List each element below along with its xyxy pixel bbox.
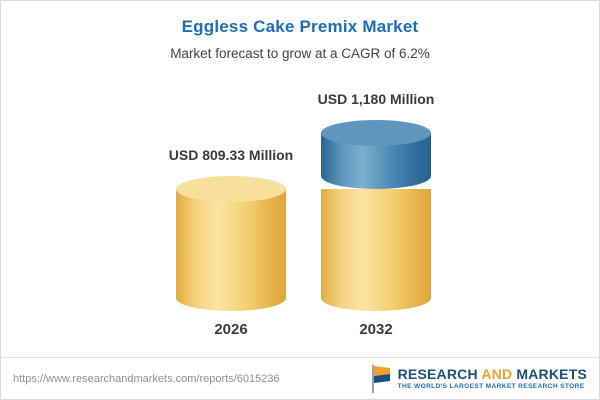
bar-group-2032: USD 1,180 Million 2032	[291, 91, 461, 341]
chart-header: Eggless Cake Premix Market Market foreca…	[1, 17, 599, 61]
brand-tagline: THE WORLD'S LARGEST MARKET RESEARCH STOR…	[397, 383, 585, 390]
chart-subtitle: Market forecast to grow at a CAGR of 6.2…	[170, 46, 430, 61]
brand-logo: RESEARCH AND MARKETS THE WORLD'S LARGEST…	[370, 364, 587, 394]
cylinder-2026-top-ellipse	[176, 176, 286, 202]
brand-logo-text: RESEARCH AND MARKETS THE WORLD'S LARGEST…	[398, 367, 587, 390]
chart-title: Eggless Cake Premix Market	[181, 17, 419, 36]
footer: https://www.researchandmarkets.com/repor…	[1, 357, 599, 399]
cylinder-2032-base-segment	[321, 189, 431, 311]
brand-flag-icon	[371, 364, 390, 393]
cylinder-2026-body	[176, 189, 286, 311]
value-label-2032: USD 1,180 Million	[317, 91, 435, 107]
brand-name-markets: MARKETS	[516, 366, 587, 382]
brand-name-research: RESEARCH	[397, 366, 478, 382]
year-label-2026: 2026	[214, 321, 248, 338]
chart-plot-area: USD 809.33 Million 2026 USD 1,180 Millio…	[1, 76, 599, 341]
value-label-2026: USD 809.33 Million	[168, 147, 294, 163]
bar-group-2026: USD 809.33 Million 2026	[146, 147, 316, 341]
cylinder-2032-top-ellipse	[321, 120, 431, 146]
cylinder-2032-growth-segment	[321, 120, 431, 189]
cylinder-2032	[321, 120, 431, 311]
brand-name: RESEARCH AND MARKETS	[398, 367, 587, 381]
brand-name-and: AND	[481, 366, 513, 382]
year-label-2032: 2032	[359, 321, 393, 338]
cylinder-2026	[176, 176, 286, 311]
footer-report-url: https://www.researchandmarkets.com/repor…	[13, 372, 280, 385]
